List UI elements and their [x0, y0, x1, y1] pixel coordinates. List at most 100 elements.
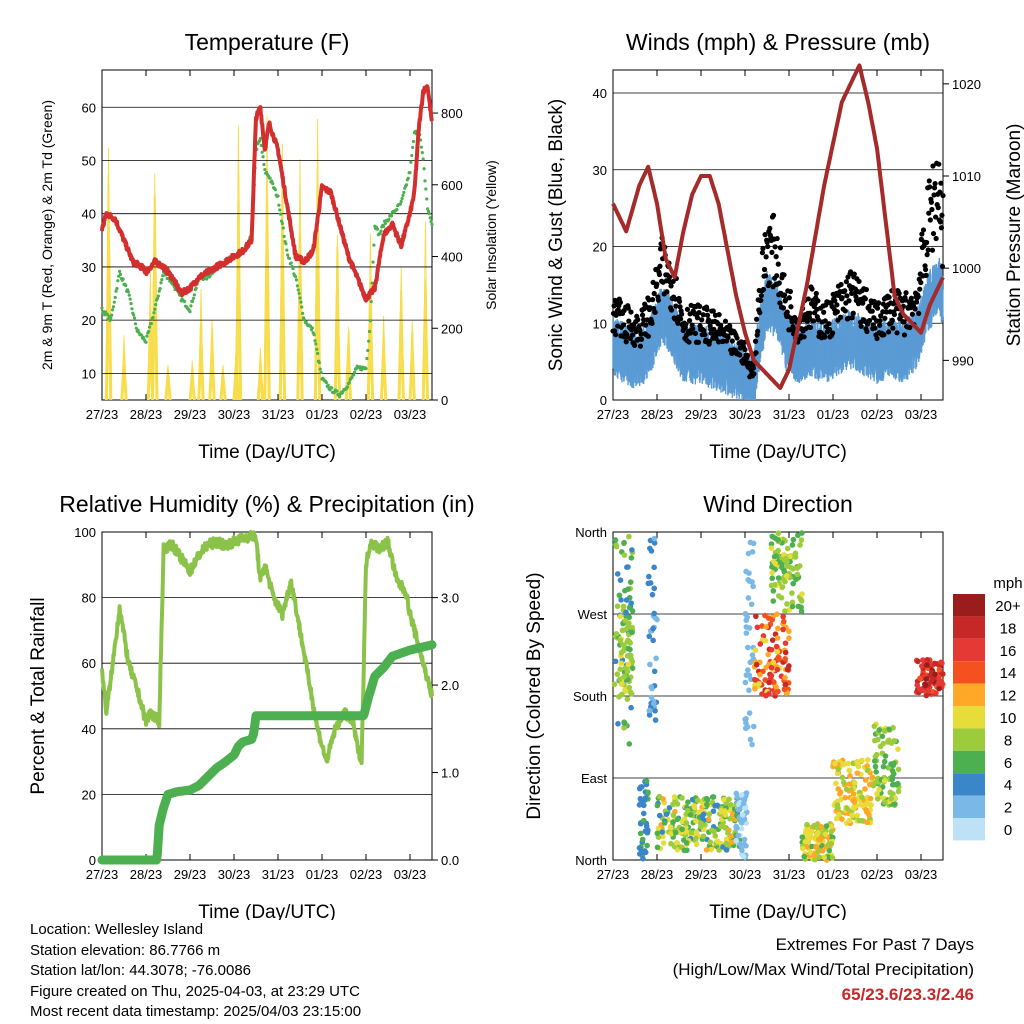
gust-point	[931, 185, 938, 191]
gust-point	[754, 316, 760, 322]
wind-direction-point	[935, 676, 942, 682]
wind-direction-point	[762, 612, 768, 619]
wind-direction-point	[786, 635, 792, 641]
chart-title: Wind Direction	[703, 491, 853, 517]
wind-direction-point	[738, 792, 745, 798]
legend-swatch	[953, 818, 985, 841]
wind-direction-point	[789, 603, 796, 610]
gust-point	[725, 335, 731, 341]
wind-direction-point	[812, 856, 818, 863]
dewpoint-point	[298, 296, 302, 300]
wind-direction-point	[768, 664, 775, 671]
dewpoint-point	[423, 179, 427, 183]
wind-direction-point	[618, 649, 625, 656]
gust-point	[937, 219, 943, 225]
wind-direction-point	[642, 828, 649, 834]
y-axis-label: Sonic Wind & Gust (Blue, Black)	[546, 99, 567, 371]
gust-point	[891, 311, 898, 318]
wind-direction-point	[651, 540, 658, 546]
wind-direction-point	[618, 660, 625, 667]
wind-direction-point	[636, 851, 643, 857]
wind-direction-point	[746, 687, 752, 694]
gust-point	[759, 250, 766, 256]
wind-direction-point	[835, 786, 842, 792]
wind-direction-point	[739, 847, 745, 854]
wind-direction-point	[768, 672, 775, 679]
dewpoint-point	[126, 290, 130, 294]
gust-point	[860, 300, 866, 306]
solar-insolation-spike	[258, 369, 265, 401]
gust-point	[784, 309, 790, 315]
wind-direction-point	[742, 679, 749, 686]
gust-point	[834, 302, 840, 308]
wind-direction-point	[797, 542, 803, 548]
wind-direction-point	[644, 842, 650, 849]
gust-point	[645, 333, 651, 339]
y-axis-label: Direction (Colored By Speed)	[524, 572, 545, 819]
wind-direction-point	[745, 595, 752, 601]
wind-direction-point	[742, 805, 748, 811]
y-right-tick-label: 600	[441, 178, 463, 193]
dewpoint-point	[263, 167, 267, 172]
y-axis-label: 2m & 9m T (Red, Orange) & 2m Td (Green)	[39, 100, 55, 370]
gust-point	[866, 303, 872, 310]
wind-direction-point	[932, 671, 938, 678]
wind-direction-point	[612, 537, 619, 543]
wind-direction-point	[645, 789, 651, 796]
wind-direction-point	[647, 661, 653, 668]
wind-direction-point	[661, 820, 668, 826]
wind-direction-point	[892, 781, 899, 788]
gust-point	[822, 318, 828, 324]
x-tick-label: 29/23	[174, 407, 207, 422]
wind-direction-point	[879, 733, 886, 740]
wind-direction-point	[625, 645, 632, 652]
dewpoint-point	[421, 157, 425, 161]
dewpoint-point	[411, 145, 415, 150]
extremes-subtitle: (High/Low/Max Wind/Total Precipitation)	[672, 960, 974, 979]
wind-direction-point	[938, 659, 944, 666]
wind-direction-point	[668, 830, 674, 837]
gust-point	[789, 319, 795, 325]
wind-direction-point	[846, 817, 853, 824]
y-tick-label: 60	[82, 100, 96, 115]
gust-point	[764, 239, 770, 245]
y-right-tick-label: 1020	[952, 77, 981, 92]
y-right-tick-label: 0.0	[441, 853, 459, 868]
wind-direction-point	[769, 617, 775, 623]
wind-direction-point	[887, 789, 894, 796]
dewpoint-point	[147, 329, 151, 333]
gust-point	[935, 205, 941, 211]
wind-direction-point	[696, 809, 702, 816]
wind-direction-point	[888, 795, 895, 802]
x-tick-label: 01/23	[306, 407, 339, 422]
wind-direction-point	[780, 613, 786, 620]
dewpoint-point	[116, 279, 120, 283]
dewpoint-point	[401, 193, 405, 197]
dewpoint-point	[426, 207, 430, 211]
wind-direction-point	[749, 741, 755, 748]
gust-point	[613, 332, 619, 338]
gust-point	[874, 335, 880, 342]
legend-label: 12	[1000, 688, 1017, 705]
wind-direction-point	[735, 806, 742, 813]
gust-point	[773, 254, 779, 260]
dewpoint-point	[136, 328, 140, 332]
gust-point	[907, 324, 913, 331]
wind-direction-point	[672, 829, 679, 836]
x-axis-label: Time (Day/UTC)	[709, 442, 847, 463]
dewpoint-point	[277, 203, 281, 207]
wind-direction-point	[712, 833, 719, 839]
dewpoint-point	[159, 281, 163, 285]
gust-point	[753, 350, 759, 356]
legend-label: 0	[1004, 822, 1012, 839]
wind-direction-point	[773, 553, 779, 559]
gust-point	[777, 245, 783, 251]
gust-point	[704, 306, 710, 313]
gust-point	[782, 292, 788, 298]
dewpoint-point	[302, 318, 306, 322]
chart-title: Relative Humidity (%) & Precipitation (i…	[59, 491, 474, 517]
extremes-title: Extremes For Past 7 Days	[775, 935, 974, 954]
wind-direction-point	[844, 805, 850, 812]
wind-direction-point	[650, 700, 657, 707]
dewpoint-point	[157, 289, 161, 293]
